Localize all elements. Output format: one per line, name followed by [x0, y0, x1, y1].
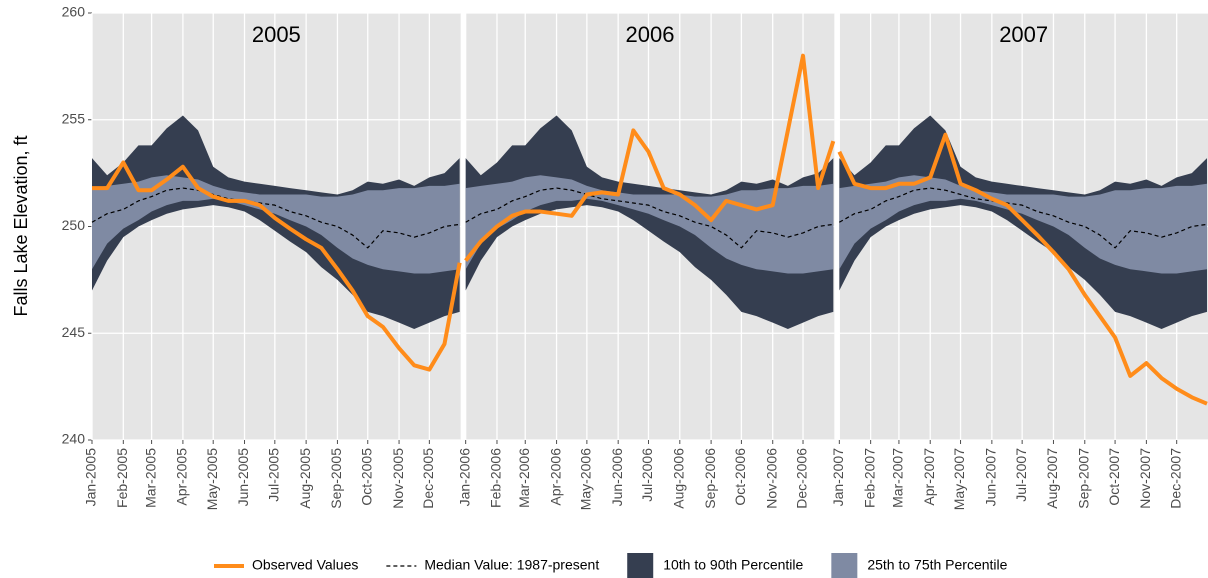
- x-tick-label: Apr-2006: [547, 448, 563, 506]
- x-tick-label: Jul-2007: [1013, 448, 1029, 502]
- x-tick-label: Mar-2005: [142, 448, 158, 508]
- x-tick-label: Jul-2005: [266, 448, 282, 502]
- legend-label: 25th to 75th Percentile: [867, 557, 1007, 573]
- x-tick-label: Jul-2006: [639, 448, 655, 502]
- x-tick-label: Oct-2007: [1106, 448, 1122, 506]
- legend-label: 10th to 90th Percentile: [663, 557, 803, 573]
- x-tick-label: Aug-2007: [1044, 448, 1060, 509]
- x-tick-label: Nov-2007: [1137, 448, 1153, 509]
- x-tick-label: Jun-2007: [983, 448, 999, 507]
- facet-title: 2005: [252, 22, 301, 47]
- y-tick-label: 240: [62, 431, 86, 447]
- band-area: [839, 175, 1207, 274]
- x-tick-label: Apr-2005: [174, 448, 190, 506]
- x-tick-label: Aug-2006: [670, 448, 686, 509]
- x-tick-label: Feb-2005: [114, 448, 130, 508]
- x-tick-label: Feb-2007: [861, 448, 877, 508]
- x-tick-label: Mar-2007: [890, 448, 906, 508]
- median-line: [91, 187, 460, 249]
- x-tick-label: Sep-2007: [1075, 448, 1091, 509]
- x-tick-label: Aug-2005: [297, 448, 313, 509]
- y-tick-label: 245: [62, 324, 86, 340]
- legend-swatch: [831, 553, 858, 578]
- x-tick-label: May-2006: [578, 448, 594, 510]
- band-area: [465, 175, 834, 274]
- facet-title: 2006: [626, 22, 675, 47]
- x-tick-label: Sep-2005: [328, 448, 344, 509]
- facet-title: 2007: [999, 22, 1048, 47]
- legend-label: Observed Values: [252, 557, 358, 573]
- x-tick-label: Oct-2005: [358, 448, 374, 506]
- y-tick-label: 255: [62, 110, 86, 126]
- median-line: [839, 187, 1208, 249]
- x-tick-label: Mar-2006: [516, 448, 532, 508]
- observed-line: [92, 160, 462, 372]
- x-tick-label: Jan-2007: [830, 448, 846, 507]
- x-tick-label: Dec-2006: [794, 448, 810, 509]
- legend-label: Median Value: 1987-present: [424, 557, 599, 573]
- y-axis-label: Falls Lake Elevation, ft: [11, 135, 31, 316]
- x-tick-label: Dec-2007: [1167, 448, 1183, 509]
- y-tick-label: 250: [62, 217, 86, 233]
- x-tick-label: Oct-2006: [732, 448, 748, 506]
- x-tick-label: Jan-2005: [83, 448, 99, 507]
- x-tick-label: Feb-2006: [488, 448, 504, 508]
- observed-line: [837, 132, 1208, 406]
- x-tick-label: Nov-2005: [390, 448, 406, 509]
- x-tick-label: Jun-2005: [235, 448, 251, 507]
- x-tick-label: May-2005: [204, 448, 220, 510]
- x-tick-label: Apr-2007: [921, 448, 937, 506]
- legend-swatch: [627, 553, 654, 578]
- y-tick-label: 260: [62, 4, 86, 20]
- band-area: [465, 115, 834, 329]
- median-line: [465, 187, 834, 249]
- x-tick-label: Jun-2006: [609, 448, 625, 507]
- x-tick-label: Dec-2005: [420, 448, 436, 509]
- x-tick-label: Sep-2006: [702, 448, 718, 509]
- x-tick-label: Nov-2006: [763, 448, 779, 509]
- x-tick-label: Jan-2006: [456, 448, 472, 507]
- band-area: [92, 175, 460, 274]
- x-tick-label: May-2007: [951, 448, 967, 510]
- observed-line: [464, 53, 836, 262]
